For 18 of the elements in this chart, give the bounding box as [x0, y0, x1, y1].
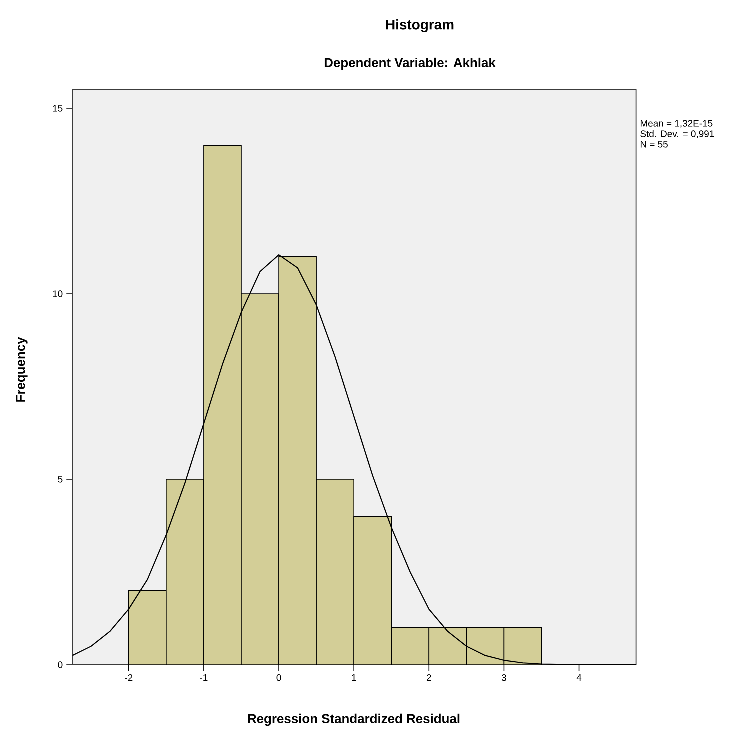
text: Mean = 1,32E-15: [640, 120, 713, 128]
x-axis-title: Regression Standardized Residual: [248, 714, 460, 726]
x-tick-label: 3: [502, 674, 506, 682]
chart-title: Histogram: [386, 19, 454, 33]
x-tick-label: 0: [276, 674, 282, 682]
x-tick-label: -1: [200, 674, 208, 682]
y-tick-label: 0: [58, 662, 63, 668]
y-tick-label: 5: [58, 476, 63, 483]
text: Std. Dev. = 0,991: [640, 130, 714, 138]
x-tick-label: 4: [576, 674, 582, 682]
y-tick-label: 15: [53, 105, 63, 112]
x-tick-label: 2: [426, 674, 432, 682]
x-tick-label: -2: [125, 674, 133, 682]
chart-subtitle: Dependent Variable: Akhlak: [324, 58, 496, 70]
y-tick-label: 10: [53, 290, 63, 298]
text: N = 55: [640, 141, 668, 148]
x-tick-label: 1: [352, 674, 356, 682]
y-axis-title: Frequency: [16, 337, 28, 402]
